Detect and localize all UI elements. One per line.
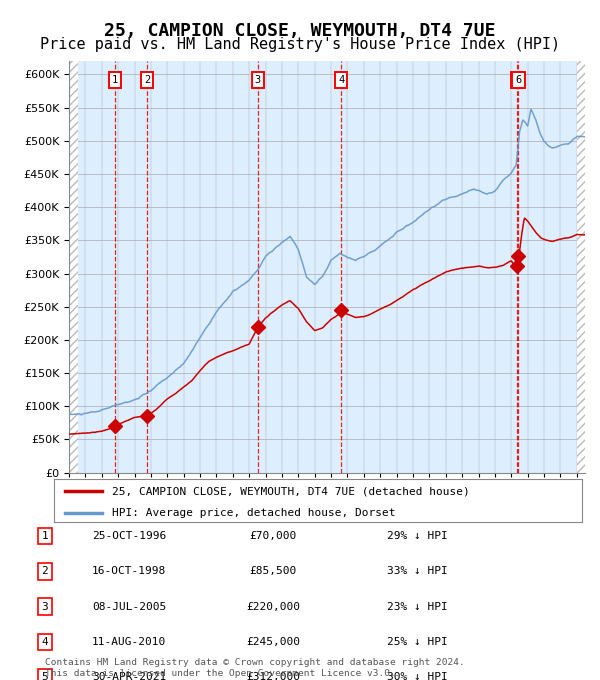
Text: 30% ↓ HPI: 30% ↓ HPI <box>386 673 448 680</box>
Text: This data is licensed under the Open Government Licence v3.0.: This data is licensed under the Open Gov… <box>45 669 396 678</box>
Text: 1: 1 <box>112 75 118 85</box>
Text: 5: 5 <box>41 673 49 680</box>
Text: 2: 2 <box>144 75 151 85</box>
Text: 2: 2 <box>41 566 49 576</box>
Text: 3: 3 <box>41 602 49 611</box>
Text: 11-AUG-2010: 11-AUG-2010 <box>92 637 166 647</box>
Text: Price paid vs. HM Land Registry's House Price Index (HPI): Price paid vs. HM Land Registry's House … <box>40 37 560 52</box>
Text: 33% ↓ HPI: 33% ↓ HPI <box>386 566 448 576</box>
Text: 25, CAMPION CLOSE, WEYMOUTH, DT4 7UE (detached house): 25, CAMPION CLOSE, WEYMOUTH, DT4 7UE (de… <box>112 486 470 496</box>
Text: 4: 4 <box>41 637 49 647</box>
Text: 08-JUL-2005: 08-JUL-2005 <box>92 602 166 611</box>
Text: 16-OCT-1998: 16-OCT-1998 <box>92 566 166 576</box>
Text: 25% ↓ HPI: 25% ↓ HPI <box>386 637 448 647</box>
Text: Contains HM Land Registry data © Crown copyright and database right 2024.: Contains HM Land Registry data © Crown c… <box>45 658 465 667</box>
Text: 30-APR-2021: 30-APR-2021 <box>92 673 166 680</box>
Text: £312,000: £312,000 <box>246 673 300 680</box>
Text: 25-OCT-1996: 25-OCT-1996 <box>92 531 166 541</box>
Text: £70,000: £70,000 <box>250 531 296 541</box>
Text: 3: 3 <box>254 75 261 85</box>
Text: HPI: Average price, detached house, Dorset: HPI: Average price, detached house, Dors… <box>112 508 395 517</box>
Text: 23% ↓ HPI: 23% ↓ HPI <box>386 602 448 611</box>
Text: 5: 5 <box>514 75 520 85</box>
Text: 25, CAMPION CLOSE, WEYMOUTH, DT4 7UE: 25, CAMPION CLOSE, WEYMOUTH, DT4 7UE <box>104 22 496 40</box>
Text: 4: 4 <box>338 75 344 85</box>
Text: £85,500: £85,500 <box>250 566 296 576</box>
Text: 6: 6 <box>515 75 521 85</box>
Text: £220,000: £220,000 <box>246 602 300 611</box>
Text: £245,000: £245,000 <box>246 637 300 647</box>
Text: 1: 1 <box>41 531 49 541</box>
Bar <box>577 61 586 473</box>
Text: 29% ↓ HPI: 29% ↓ HPI <box>386 531 448 541</box>
Bar <box>69 61 78 473</box>
